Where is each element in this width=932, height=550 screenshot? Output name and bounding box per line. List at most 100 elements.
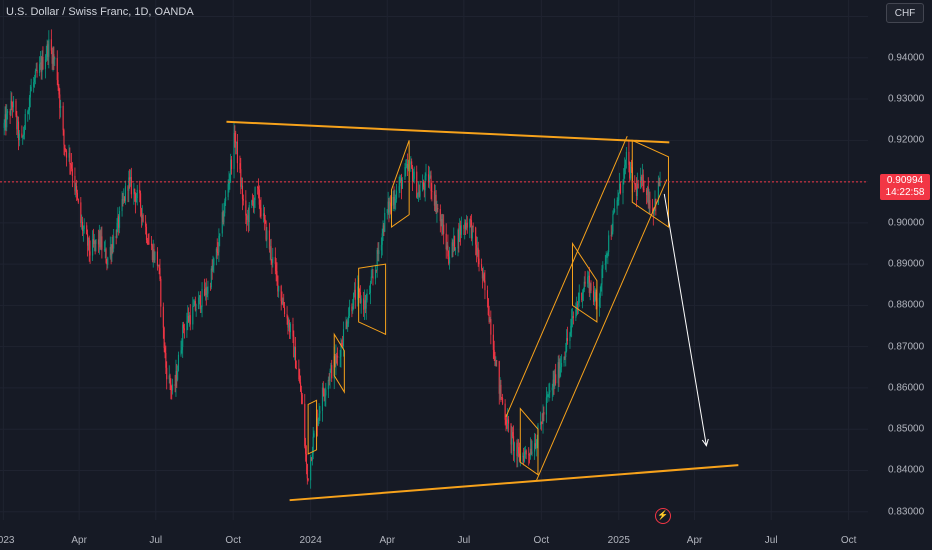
currency-button[interactable]: CHF bbox=[886, 3, 924, 23]
candle-body bbox=[93, 240, 95, 245]
candle-body bbox=[64, 144, 66, 150]
candle-body bbox=[422, 182, 424, 191]
candle-body bbox=[370, 276, 372, 284]
flash-icon[interactable]: ⚡ bbox=[655, 508, 671, 524]
candle-body bbox=[311, 453, 313, 461]
candle-body bbox=[554, 374, 556, 387]
candle-body bbox=[348, 306, 350, 316]
candle-body bbox=[635, 186, 638, 196]
candle-body bbox=[654, 198, 656, 208]
candle-body bbox=[334, 356, 336, 366]
candle-body bbox=[374, 270, 377, 279]
candle-body bbox=[623, 168, 625, 183]
candle-body bbox=[294, 347, 296, 358]
candle-body bbox=[270, 246, 272, 260]
time-tick-label: Jul bbox=[149, 535, 163, 546]
candle-body bbox=[300, 382, 302, 392]
candle-body bbox=[172, 384, 174, 391]
candle-body bbox=[507, 419, 509, 429]
candle-body bbox=[593, 297, 595, 302]
candle-body bbox=[492, 334, 494, 350]
candle-body bbox=[187, 315, 189, 322]
candle-body bbox=[110, 247, 112, 256]
chart-area[interactable]: U.S. Dollar / Swiss Franc, 1D, OANDA bbox=[0, 0, 868, 520]
candle-body bbox=[92, 239, 94, 256]
candle-body bbox=[434, 194, 436, 206]
candle-body bbox=[401, 179, 403, 189]
candle-body bbox=[472, 225, 474, 228]
candle-body bbox=[146, 240, 148, 244]
candle-body bbox=[540, 421, 542, 423]
grid-lines bbox=[0, 0, 868, 520]
candle-body bbox=[62, 105, 64, 131]
candle-body bbox=[35, 69, 37, 71]
candle-body bbox=[9, 111, 11, 115]
candle-body bbox=[292, 323, 294, 337]
candle-body bbox=[29, 91, 31, 98]
candle-body bbox=[254, 187, 256, 200]
price-chart[interactable] bbox=[0, 0, 868, 520]
candle-body bbox=[655, 198, 657, 205]
candle-body bbox=[528, 454, 530, 456]
candle-body bbox=[140, 193, 142, 209]
candle-body bbox=[198, 297, 200, 310]
candle-body bbox=[280, 286, 282, 302]
candle-body bbox=[76, 185, 78, 193]
candle-body bbox=[388, 201, 390, 213]
flag-pattern bbox=[358, 263, 387, 336]
candle-body bbox=[321, 387, 323, 411]
candle-body bbox=[399, 179, 401, 187]
candle-body bbox=[500, 384, 502, 398]
price-axis[interactable]: 0.950000.940000.930000.920000.910000.900… bbox=[868, 0, 932, 550]
candle-body bbox=[592, 290, 595, 302]
candle-body bbox=[50, 39, 52, 51]
candle-body bbox=[21, 133, 23, 137]
candle-body bbox=[188, 315, 190, 322]
candle-body bbox=[384, 212, 386, 232]
candle-body bbox=[68, 152, 70, 158]
candle-body bbox=[406, 163, 409, 170]
symbol-title[interactable]: U.S. Dollar / Swiss Franc, 1D, OANDA bbox=[6, 6, 194, 18]
candle-body bbox=[560, 363, 563, 367]
candle-body bbox=[257, 187, 259, 188]
candle-body bbox=[87, 234, 89, 246]
candle-body bbox=[128, 177, 130, 191]
candle-body bbox=[393, 196, 395, 205]
candle-body bbox=[484, 280, 486, 291]
candle-body bbox=[151, 245, 153, 261]
candle-body bbox=[269, 246, 271, 250]
candle-body bbox=[389, 202, 391, 213]
candle-body bbox=[513, 436, 515, 451]
upper-trendline bbox=[226, 120, 670, 144]
candle-body bbox=[136, 189, 138, 199]
candle-body bbox=[569, 332, 571, 341]
time-tick-label: 2025 bbox=[607, 535, 630, 546]
candle-body bbox=[366, 293, 368, 301]
candle-body bbox=[490, 318, 492, 335]
candle-body bbox=[469, 219, 471, 228]
candle-body bbox=[248, 204, 250, 222]
candle-body bbox=[608, 235, 610, 253]
candle-body bbox=[215, 248, 217, 259]
candle-body bbox=[319, 410, 321, 414]
candle-body bbox=[310, 457, 312, 481]
candle-body bbox=[523, 451, 526, 462]
flag-pattern bbox=[333, 332, 345, 394]
candle-body bbox=[635, 184, 637, 187]
candle-body bbox=[499, 384, 501, 394]
candle-body bbox=[539, 421, 542, 426]
candle-body bbox=[118, 216, 120, 228]
candle-body bbox=[413, 171, 415, 179]
candle-body bbox=[287, 318, 289, 328]
candle-body bbox=[17, 121, 20, 141]
candle-body bbox=[430, 175, 432, 192]
time-axis[interactable]: 2023 Apr Jul Oct 2024 Apr Jul Oct 2025 Apr Jul Oct bbox=[0, 520, 868, 550]
candle-body bbox=[168, 375, 170, 380]
candle-body bbox=[124, 186, 126, 202]
candle-body bbox=[441, 218, 443, 234]
candle-body bbox=[210, 268, 212, 288]
candle-body bbox=[369, 283, 371, 293]
candle-body bbox=[648, 199, 650, 205]
candle-body bbox=[164, 348, 166, 354]
price-tick-label: 0.94000 bbox=[888, 52, 925, 64]
